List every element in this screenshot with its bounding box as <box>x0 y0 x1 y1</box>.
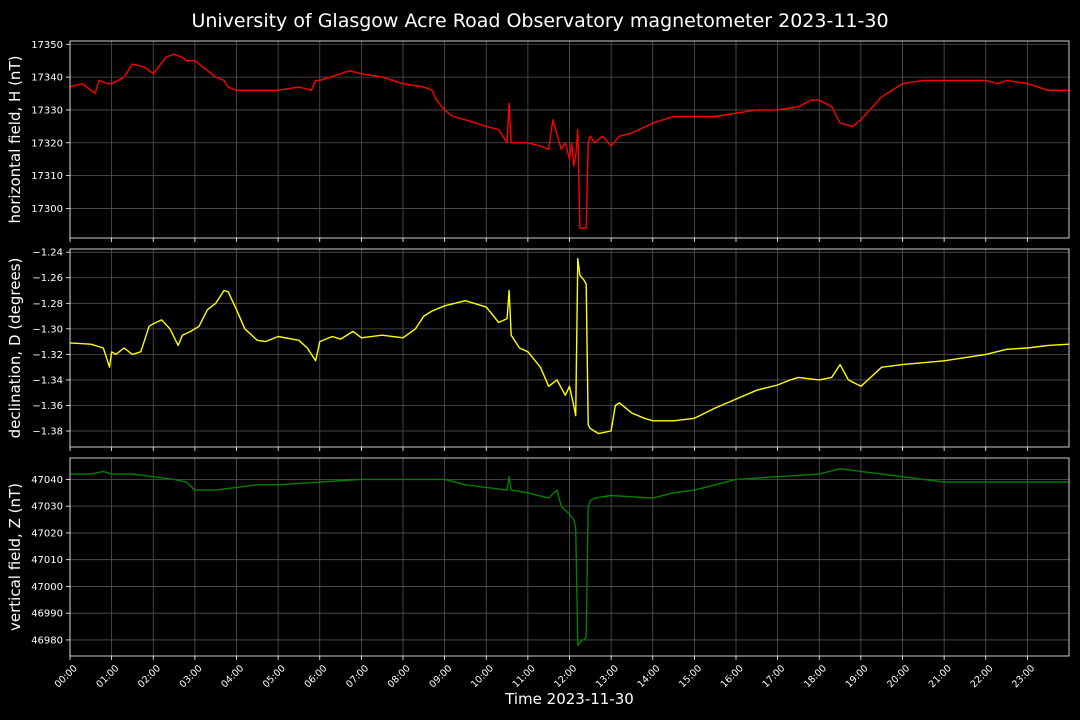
x-tick-label-8: 08:00 <box>386 663 413 690</box>
x-tick-label-12: 12:00 <box>552 663 579 690</box>
x-tick-label-11: 11:00 <box>511 663 538 690</box>
panel-1-series-line <box>69 257 1070 435</box>
x-tick-label-22: 22:00 <box>968 663 995 690</box>
x-tick-label-10: 10:00 <box>469 663 496 690</box>
panel-1-frame <box>69 248 1070 448</box>
x-tick-label-23: 23:00 <box>1010 663 1037 690</box>
x-tick-label-6: 06:00 <box>302 663 329 690</box>
panel-1-ytick-label-6: −1.26 <box>32 273 63 284</box>
panel-1-y-axis-label: declination, D (degrees) <box>6 258 24 439</box>
x-tick-label-7: 07:00 <box>344 663 371 690</box>
x-tick-label-19: 19:00 <box>844 663 871 690</box>
x-tick-label-9: 09:00 <box>427 663 454 690</box>
x-tick-label-4: 04:00 <box>219 663 246 690</box>
x-tick-label-16: 16:00 <box>719 663 746 690</box>
panel-2-frame <box>69 457 1070 657</box>
panel-1-ytick-label-5: −1.28 <box>32 299 63 310</box>
panel-0-frame <box>69 40 1070 239</box>
panel-2-ytick-label-3: 47010 <box>31 555 63 566</box>
panel-1-ytick-label-0: −1.38 <box>32 427 63 438</box>
x-tick-label-14: 14:00 <box>635 663 662 690</box>
x-tick-label-2: 02:00 <box>136 663 163 690</box>
panel-1-ytick-label-3: −1.32 <box>32 350 63 361</box>
panel-0-ytick-label-3: 17330 <box>31 105 63 116</box>
panel-2-ytick-label-6: 47040 <box>31 475 63 486</box>
chart-title: University of Glasgow Acre Road Observat… <box>191 10 889 32</box>
x-tick-label-3: 03:00 <box>178 663 205 690</box>
x-tick-label-13: 13:00 <box>594 663 621 690</box>
panel-1-ytick-label-4: −1.30 <box>32 324 63 335</box>
x-tick-label-17: 17:00 <box>760 663 787 690</box>
panel-2-ytick-label-2: 47000 <box>31 582 63 593</box>
x-axis-label: Time 2023-11-30 <box>505 690 634 708</box>
x-tick-label-5: 05:00 <box>261 663 288 690</box>
x-tick-label-18: 18:00 <box>802 663 829 690</box>
x-tick-label-1: 01:00 <box>94 663 121 690</box>
panel-0-ytick-label-4: 17340 <box>31 73 63 84</box>
x-tick-label-15: 15:00 <box>677 663 704 690</box>
panel-1-ytick-label-1: −1.36 <box>32 401 63 412</box>
panel-2-ytick-label-4: 47020 <box>31 528 63 539</box>
panel-0-ytick-label-2: 17320 <box>31 138 63 149</box>
panel-2-ytick-label-5: 47030 <box>31 502 63 513</box>
panel-0-y-axis-label: horizontal field, H (nT) <box>6 56 24 224</box>
x-tick-label-20: 20:00 <box>885 663 912 690</box>
panel-0-ytick-label-5: 17350 <box>31 40 63 51</box>
panel-2-ytick-label-1: 46990 <box>31 609 63 620</box>
panel-0-ytick-label-1: 17310 <box>31 171 63 182</box>
panel-2-series-line <box>70 468 1069 646</box>
x-tick-label-0: 00:00 <box>53 663 80 690</box>
x-tick-label-21: 21:00 <box>927 663 954 690</box>
panel-1-ytick-label-7: −1.24 <box>32 248 63 259</box>
panel-0-series-line <box>69 53 1069 229</box>
panel-1-ytick-label-2: −1.34 <box>32 375 63 386</box>
panel-2-ytick-label-0: 46980 <box>31 635 63 646</box>
panel-2-y-axis-label: vertical field, Z (nT) <box>6 483 24 631</box>
panel-0-ytick-label-0: 17300 <box>31 204 63 215</box>
